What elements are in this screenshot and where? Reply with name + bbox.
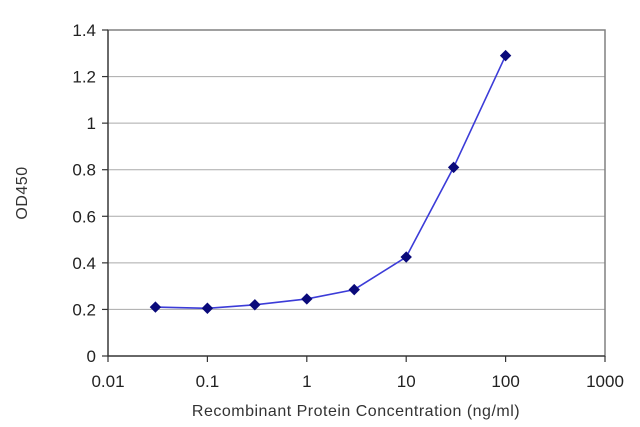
y-tick-label: 1.2 — [72, 68, 96, 87]
x-tick-label: 1 — [302, 372, 311, 391]
gridlines — [108, 29, 605, 310]
y-tick-label: 0 — [87, 347, 96, 366]
x-tick-label: 0.1 — [196, 372, 220, 391]
data-point-marker — [301, 293, 313, 305]
y-axis-title: OD450 — [14, 166, 31, 219]
x-tick-label: 1000 — [586, 372, 624, 391]
x-axis-title: Recombinant Protein Concentration (ng/ml… — [192, 403, 520, 420]
x-tick-label: 100 — [491, 372, 519, 391]
data-point-marker — [249, 299, 261, 311]
x-tick-label: 0.01 — [91, 372, 124, 391]
x-tick-label: 10 — [397, 372, 416, 391]
axes: 0 0.2 0.4 0.6 0.8 1 1.2 1.4 0.01 0.1 1 10 100 1000 — [72, 21, 624, 391]
series-line — [155, 55, 507, 310]
y-tick-label: 0.2 — [72, 300, 96, 319]
data-point-marker — [201, 302, 214, 314]
data-point-marker — [447, 161, 460, 174]
y-tick-label: 0.6 — [72, 207, 96, 226]
y-tick-label: 0.4 — [72, 254, 96, 273]
y-tick-label: 0.8 — [72, 161, 96, 180]
data-point-marker — [348, 283, 360, 296]
y-tick-label: 1 — [87, 114, 96, 133]
y-tick-label: 1.4 — [72, 21, 96, 40]
data-point-marker — [400, 251, 412, 263]
data-series — [149, 49, 512, 314]
data-point-marker — [149, 301, 162, 313]
data-point-marker — [499, 49, 512, 62]
